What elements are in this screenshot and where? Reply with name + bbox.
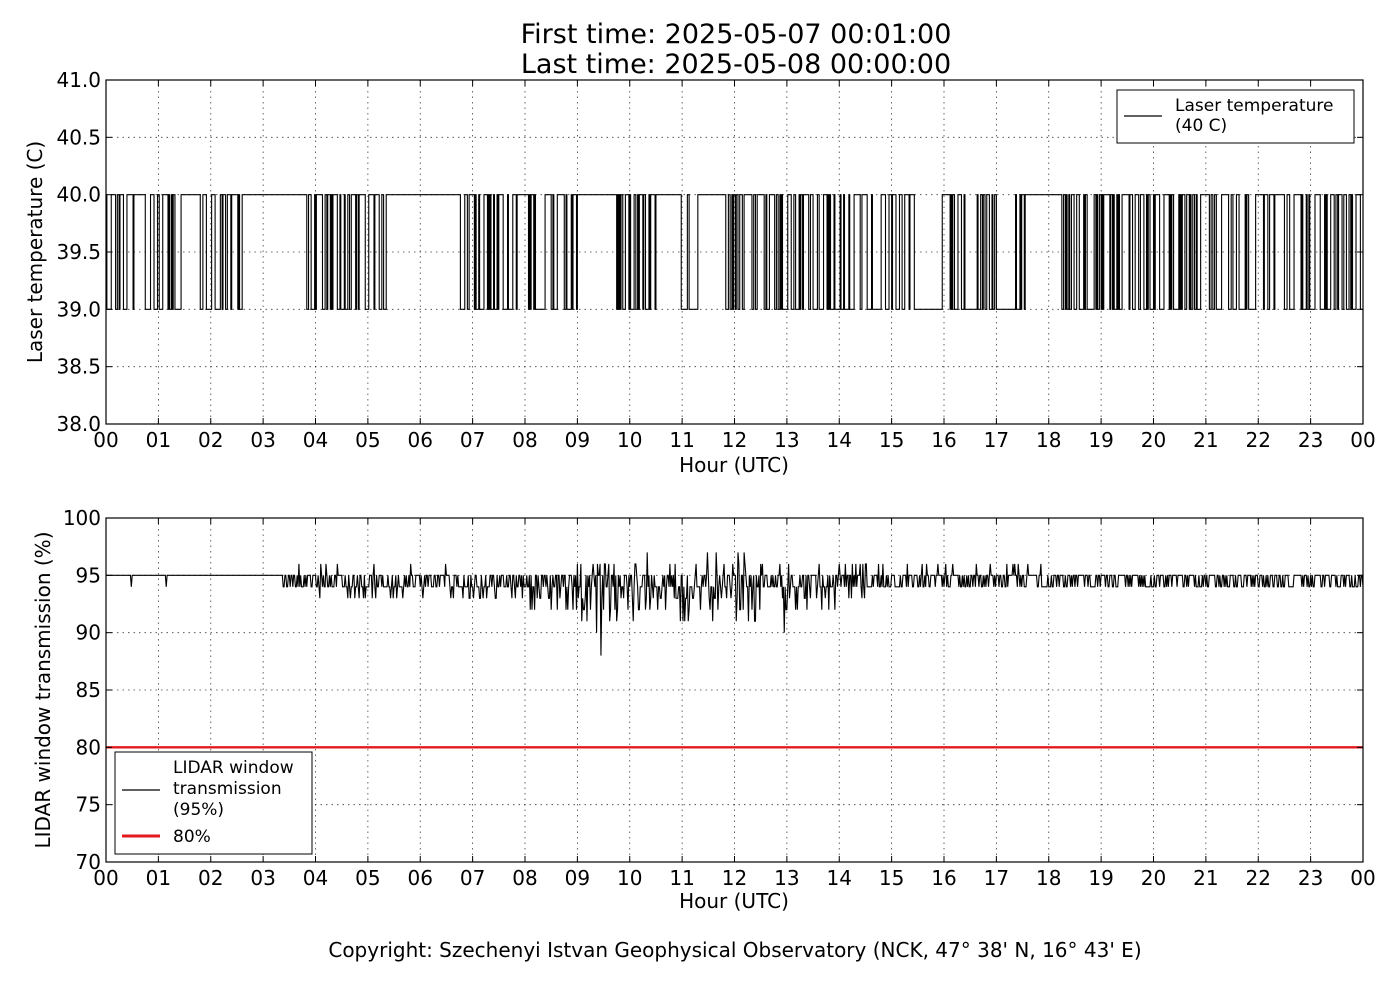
top-y-tick-label: 41.0 xyxy=(56,68,101,92)
top-x-tick-label: 17 xyxy=(984,428,1009,452)
top-x-tick-label: 00 xyxy=(1350,428,1375,452)
bottom-x-axis-label: Hour (UTC) xyxy=(679,889,789,913)
bottom-y-tick-label: 90 xyxy=(76,621,101,645)
top-x-tick-label: 18 xyxy=(1036,428,1061,452)
top-x-tick-label: 06 xyxy=(408,428,433,452)
top-y-tick-label: 40.0 xyxy=(56,183,101,207)
bottom-x-tick-label: 19 xyxy=(1088,866,1113,890)
bottom-y-tick-label: 85 xyxy=(76,678,101,702)
bottom-x-tick-label: 12 xyxy=(722,866,747,890)
bottom-x-tick-label: 07 xyxy=(460,866,485,890)
top-x-tick-label: 07 xyxy=(460,428,485,452)
top-x-tick-label: 08 xyxy=(512,428,537,452)
bottom-x-tick-label: 04 xyxy=(303,866,328,890)
top-x-tick-label: 00 xyxy=(93,428,118,452)
top-legend-label-line: (40 C) xyxy=(1175,116,1227,136)
top-x-tick-label: 03 xyxy=(250,428,275,452)
top-y-tick-label: 39.5 xyxy=(56,240,101,264)
bottom-x-tick-label: 01 xyxy=(146,866,171,890)
top-x-tick-label: 20 xyxy=(1141,428,1166,452)
top-y-axis-label: Laser temperature (C) xyxy=(23,141,47,363)
copyright-text: Copyright: Szechenyi Istvan Geophysical … xyxy=(328,938,1141,962)
top-x-tick-label: 13 xyxy=(774,428,799,452)
bottom-x-tick-label: 18 xyxy=(1036,866,1061,890)
top-y-tick-label: 38.0 xyxy=(56,412,101,436)
bottom-legend-label-transmission: LIDAR window transmission (95%) xyxy=(173,758,294,820)
bottom-x-tick-label: 10 xyxy=(617,866,642,890)
top-x-tick-label: 04 xyxy=(303,428,328,452)
top-x-tick-label: 23 xyxy=(1298,428,1323,452)
top-x-tick-label: 14 xyxy=(827,428,852,452)
top-x-tick-label: 15 xyxy=(879,428,904,452)
top-ticks: 00 01 02 03 04 05 06 07 08 09 10 11 12 13 14 15 16 17 18 19… xyxy=(56,68,1375,452)
bottom-legend-label-line: (95%) xyxy=(173,800,224,820)
top-legend-label-line: Laser temperature xyxy=(1175,96,1333,116)
bottom-legend-label-line: LIDAR window xyxy=(173,758,294,778)
bottom-x-tick-label: 00 xyxy=(93,866,118,890)
top-y-tick-label: 38.5 xyxy=(56,355,101,379)
top-x-tick-label: 22 xyxy=(1246,428,1271,452)
bottom-legend-label-threshold: 80% xyxy=(173,827,211,847)
bottom-data-layer xyxy=(106,552,1364,749)
bottom-x-tick-label: 11 xyxy=(669,866,694,890)
lidar-window-transmission-chart: 00 01 02 03 04 05 06 07 08 09 10 11 12 13 14 15 16 17 18 19… xyxy=(31,506,1376,913)
bottom-x-tick-label: 02 xyxy=(198,866,223,890)
bottom-x-tick-label: 17 xyxy=(984,866,1009,890)
top-legend: Laser temperature (40 C) xyxy=(1116,89,1355,144)
bottom-y-tick-label: 95 xyxy=(76,563,101,587)
top-y-tick-label: 40.5 xyxy=(56,125,101,149)
laser-temperature-chart: 00 01 02 03 04 05 06 07 08 09 10 11 12 13 14 15 16 17 18 19… xyxy=(23,68,1376,477)
top-x-tick-label: 12 xyxy=(722,428,747,452)
top-y-tick-label: 39.0 xyxy=(56,297,101,321)
top-x-tick-label: 10 xyxy=(617,428,642,452)
bottom-y-tick-label: 75 xyxy=(76,793,101,817)
bottom-x-tick-label: 16 xyxy=(931,866,956,890)
laser-temperature-series-line xyxy=(106,194,1363,310)
bottom-x-tick-label: 03 xyxy=(250,866,275,890)
bottom-y-tick-label: 80 xyxy=(76,735,101,759)
bottom-x-tick-label: 09 xyxy=(565,866,590,890)
top-x-tick-label: 21 xyxy=(1193,428,1218,452)
top-x-tick-label: 05 xyxy=(355,428,380,452)
top-legend-label: Laser temperature (40 C) xyxy=(1175,96,1333,136)
bottom-x-tick-label: 06 xyxy=(408,866,433,890)
bottom-y-axis-label: LIDAR window transmission (%) xyxy=(31,532,55,849)
top-x-tick-label: 01 xyxy=(146,428,171,452)
bottom-x-tick-label: 14 xyxy=(827,866,852,890)
bottom-x-tick-label: 23 xyxy=(1298,866,1323,890)
bottom-y-tick-label: 100 xyxy=(63,506,101,530)
top-x-axis-label: Hour (UTC) xyxy=(679,453,789,477)
bottom-x-tick-label: 20 xyxy=(1141,866,1166,890)
lidar-transmission-series-line xyxy=(106,552,1364,656)
bottom-x-tick-label: 15 xyxy=(879,866,904,890)
top-x-tick-label: 11 xyxy=(669,428,694,452)
top-x-tick-label: 09 xyxy=(565,428,590,452)
top-data-layer xyxy=(106,194,1363,310)
top-x-tick-label: 16 xyxy=(931,428,956,452)
top-x-tick-label: 02 xyxy=(198,428,223,452)
bottom-legend-label-line: transmission xyxy=(173,779,282,799)
bottom-y-tick-label: 70 xyxy=(76,850,101,874)
bottom-ticks: 00 01 02 03 04 05 06 07 08 09 10 11 12 13 14 15 16 17 18 19… xyxy=(63,506,1376,890)
title-line-2: Last time: 2025-05-08 00:00:00 xyxy=(521,49,951,80)
bottom-x-tick-label: 08 xyxy=(512,866,537,890)
top-x-tick-label: 19 xyxy=(1088,428,1113,452)
title-line-1: First time: 2025-05-07 00:01:00 xyxy=(521,19,952,50)
bottom-x-tick-label: 13 xyxy=(774,866,799,890)
bottom-x-tick-label: 21 xyxy=(1193,866,1218,890)
bottom-x-tick-label: 05 xyxy=(355,866,380,890)
bottom-legend: LIDAR window transmission (95%) 80% xyxy=(114,751,313,855)
bottom-x-tick-label: 22 xyxy=(1246,866,1271,890)
bottom-x-tick-label: 00 xyxy=(1350,866,1375,890)
